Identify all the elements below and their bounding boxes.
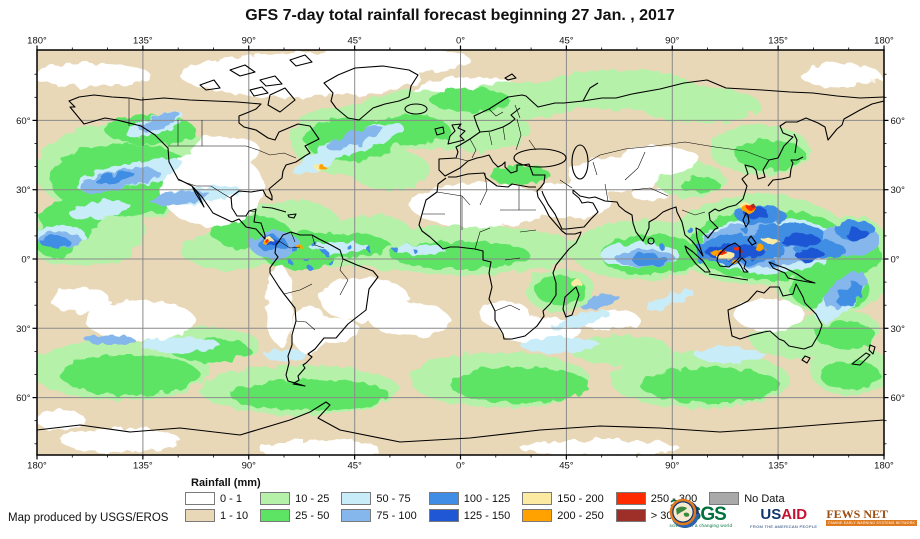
lat-label-left: 30° — [16, 185, 31, 196]
legend-item: 150 - 200 — [522, 492, 604, 505]
fewsnet-globe-icon — [669, 498, 696, 526]
lon-label-bottom: 180° — [874, 461, 894, 472]
lon-label-top: 180° — [27, 36, 47, 47]
lon-label-bottom: 180° — [27, 461, 47, 472]
lon-label-top: 45° — [559, 36, 574, 47]
axis-labels: 180° 180° 135° 135° 90° 90° 45° 45° 0° 0° 45° 45° 90… — [16, 36, 905, 472]
legend-label: 125 - 150 — [463, 509, 511, 522]
legend-swatch — [185, 509, 215, 522]
country-borders — [128, 97, 770, 331]
legend-swatch — [260, 509, 291, 522]
legend-label: 0 - 1 — [220, 492, 243, 505]
legend-swatch — [709, 492, 740, 505]
legend-item: 100 - 125 — [428, 492, 511, 505]
legend-item: 50 - 75 — [341, 492, 416, 505]
legend-label: 50 - 75 — [376, 492, 411, 505]
lat-label-left: 60° — [16, 116, 31, 127]
fewsnet-tagline: FAMINE EARLY WARNING SYSTEMS NETWORK — [826, 520, 917, 526]
lat-label-left: 60° — [16, 393, 31, 404]
legend-title: Rainfall (mm) — [191, 477, 261, 489]
legend-swatch — [260, 492, 291, 505]
lon-label-bottom: 135° — [133, 461, 153, 472]
lat-label-left: 30° — [16, 324, 31, 335]
fewsnet-logo: FEWS NET FAMINE EARLY WARNING SYSTEMS NE… — [669, 498, 917, 526]
lat-label-left: 0° — [21, 255, 30, 266]
legend-item: 1 - 10 — [185, 509, 248, 522]
legend-item: 25 - 50 — [260, 509, 329, 522]
legend-label: 1 - 10 — [220, 509, 249, 522]
legend-swatch — [341, 509, 372, 522]
legend-items: 0 - 1 1 - 10 10 - 25 25 - 50 50 - 75 75 - 100… — [185, 492, 785, 522]
legend-label: 75 - 100 — [376, 509, 417, 522]
lon-label-bottom: 45° — [347, 461, 362, 472]
lat-label-right: 0° — [891, 255, 900, 266]
legend-label: 100 - 125 — [463, 492, 511, 505]
axis-ticks — [32, 45, 889, 460]
lon-label-top: 0° — [456, 36, 465, 47]
legend-swatch — [615, 509, 646, 522]
lon-label-top: 135° — [133, 36, 153, 47]
legend-item: 0 - 1 — [185, 492, 248, 505]
legend: Rainfall (mm) 0 - 1 1 - 10 10 - 25 25 - 50 5… — [185, 477, 785, 522]
map-canvas — [37, 50, 884, 455]
lon-label-top: 180° — [874, 36, 894, 47]
footer-credit: Map produced by USGS/EROS — [8, 512, 169, 524]
legend-label: 10 - 25 — [295, 492, 330, 505]
usaid-tagline: FROM THE AMERICAN PEOPLE — [750, 523, 818, 529]
legend-item: No Data — [709, 492, 785, 505]
legend-swatch — [428, 492, 459, 505]
rainfall-raster — [37, 50, 884, 455]
lat-label-right: 30° — [891, 324, 906, 335]
lon-label-bottom: 90° — [665, 461, 680, 472]
lat-label-right: 60° — [891, 116, 906, 127]
legend-swatch — [615, 492, 646, 505]
legend-label: No Data — [744, 492, 785, 505]
legend-label: 25 - 50 — [295, 509, 330, 522]
lon-label-bottom: 0° — [456, 461, 465, 472]
lon-label-top: 45° — [347, 36, 362, 47]
legend-item: 125 - 150 — [428, 509, 511, 522]
page-title: GFS 7-day total rainfall forecast beginn… — [245, 7, 675, 24]
legend-item: 250 - 300 — [615, 492, 697, 505]
lon-label-top: 135° — [768, 36, 788, 47]
legend-swatch — [428, 509, 459, 522]
lon-label-bottom: 135° — [768, 461, 788, 472]
coastlines — [37, 54, 884, 443]
legend-item: 200 - 250 — [522, 509, 604, 522]
lat-label-right: 30° — [891, 185, 906, 196]
lat-label-right: 60° — [891, 393, 906, 404]
legend-swatch — [522, 509, 553, 522]
usaid-logo: USAID FROM THE AMERICAN PEOPLE — [670, 499, 818, 529]
lon-label-top: 90° — [665, 36, 680, 47]
usaid-name-us: US — [760, 505, 782, 523]
legend-item: 10 - 25 — [260, 492, 329, 505]
fewsnet-name: FEWS NET — [826, 507, 888, 521]
legend-swatch — [341, 492, 372, 505]
lon-label-bottom: 90° — [242, 461, 257, 472]
legend-label: 200 - 250 — [557, 509, 604, 522]
legend-label: 150 - 200 — [557, 492, 604, 505]
partner-logos: USGS science for a changing world USAI — [669, 498, 917, 535]
legend-swatch — [522, 492, 553, 505]
usaid-name-aid: AID — [781, 505, 808, 523]
legend-item: 75 - 100 — [341, 509, 417, 522]
legend-swatch — [185, 492, 215, 505]
lon-label-top: 90° — [242, 36, 257, 47]
lon-label-bottom: 45° — [559, 461, 574, 472]
usgs-tagline: science for a changing world — [669, 522, 733, 528]
